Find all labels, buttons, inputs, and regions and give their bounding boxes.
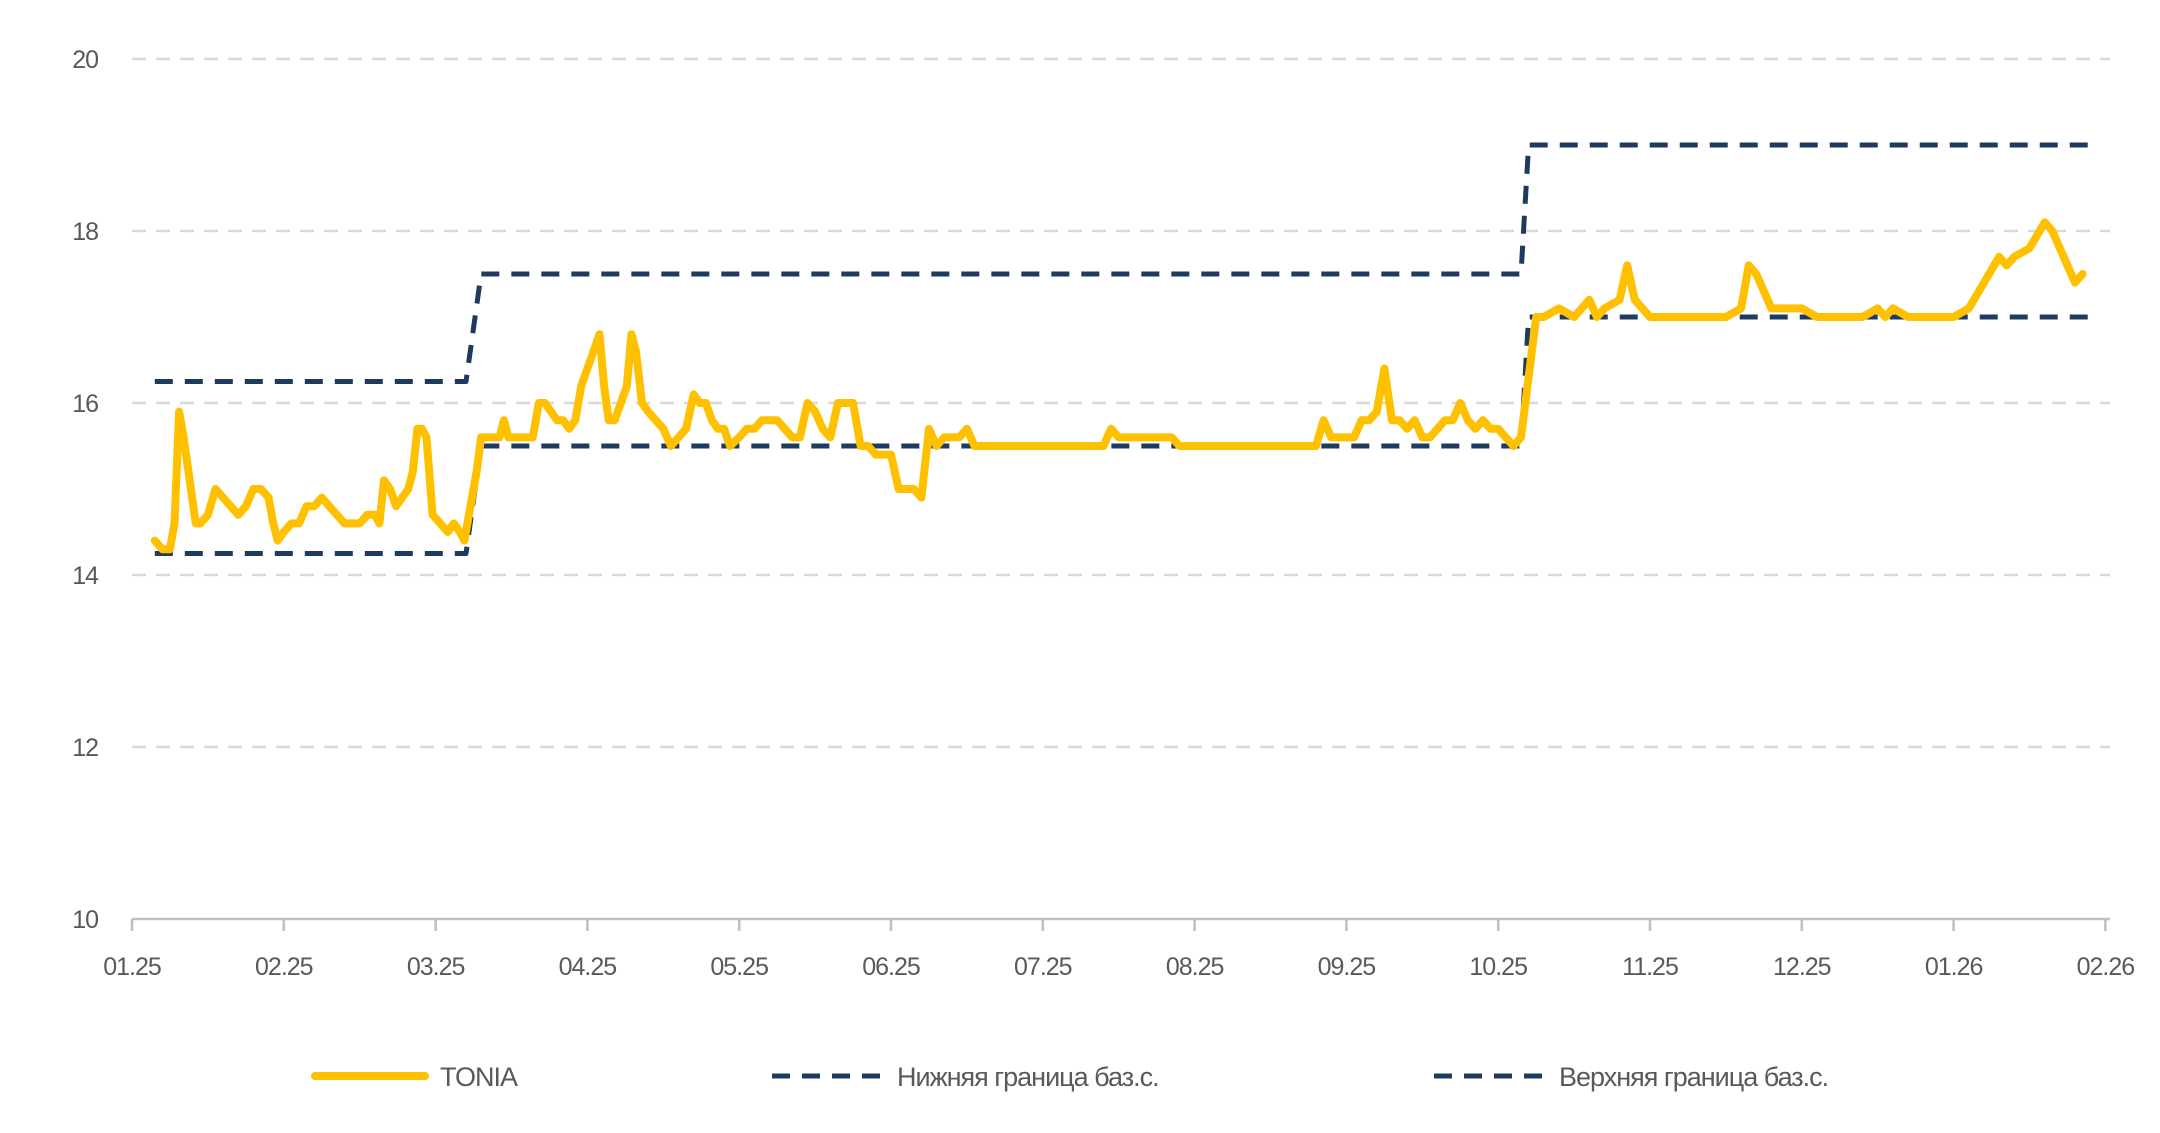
x-tick-label: 08.25 bbox=[1166, 953, 1224, 981]
x-tick-label: 03.25 bbox=[407, 953, 465, 981]
y-tick-label: 18 bbox=[72, 218, 98, 246]
series-lines bbox=[150, 142, 2091, 556]
x-tick-label: 09.25 bbox=[1318, 953, 1376, 981]
x-tick-label: 10.25 bbox=[1469, 953, 1527, 981]
x-tick-label: 01.26 bbox=[1925, 953, 1983, 981]
legend-label: Верхняя граница баз.с. bbox=[1559, 1062, 1828, 1092]
x-axis-tick-labels: 01.25 02.25 03.25 04.25 05.25 06.25 07.25 08.25… bbox=[103, 953, 2135, 981]
y-axis-tick-labels: 10 12 14 16 18 20 bbox=[72, 46, 100, 934]
x-tick-label: 06.25 bbox=[862, 953, 920, 981]
y-tick-label: 10 bbox=[72, 906, 98, 934]
y-tick-label: 12 bbox=[72, 734, 98, 762]
legend: TONIA Нижняя граница баз.с. Верхняя границ… bbox=[311, 1062, 1829, 1092]
y-tick-label: 14 bbox=[72, 562, 99, 590]
x-tick-label: 02.25 bbox=[255, 953, 313, 981]
x-tick-label: 01.25 bbox=[103, 953, 161, 981]
x-tick-label: 07.25 bbox=[1014, 953, 1072, 981]
legend-label: TONIA bbox=[440, 1062, 518, 1092]
series-line-tonia bbox=[150, 218, 2087, 554]
x-tick-label: 05.25 bbox=[710, 953, 768, 981]
y-tick-label: 20 bbox=[72, 46, 98, 74]
legend-label: Нижняя граница баз.с. bbox=[897, 1062, 1159, 1092]
grid-lines bbox=[132, 57, 2110, 749]
x-tick-label: 11.25 bbox=[1622, 953, 1678, 981]
x-axis bbox=[130, 917, 2110, 931]
y-tick-label: 16 bbox=[72, 390, 98, 418]
x-tick-label: 02.26 bbox=[2077, 953, 2135, 981]
x-tick-label: 04.25 bbox=[559, 953, 617, 981]
series-line-upper-bound bbox=[154, 142, 2091, 384]
x-tick-label: 12.25 bbox=[1773, 953, 1831, 981]
